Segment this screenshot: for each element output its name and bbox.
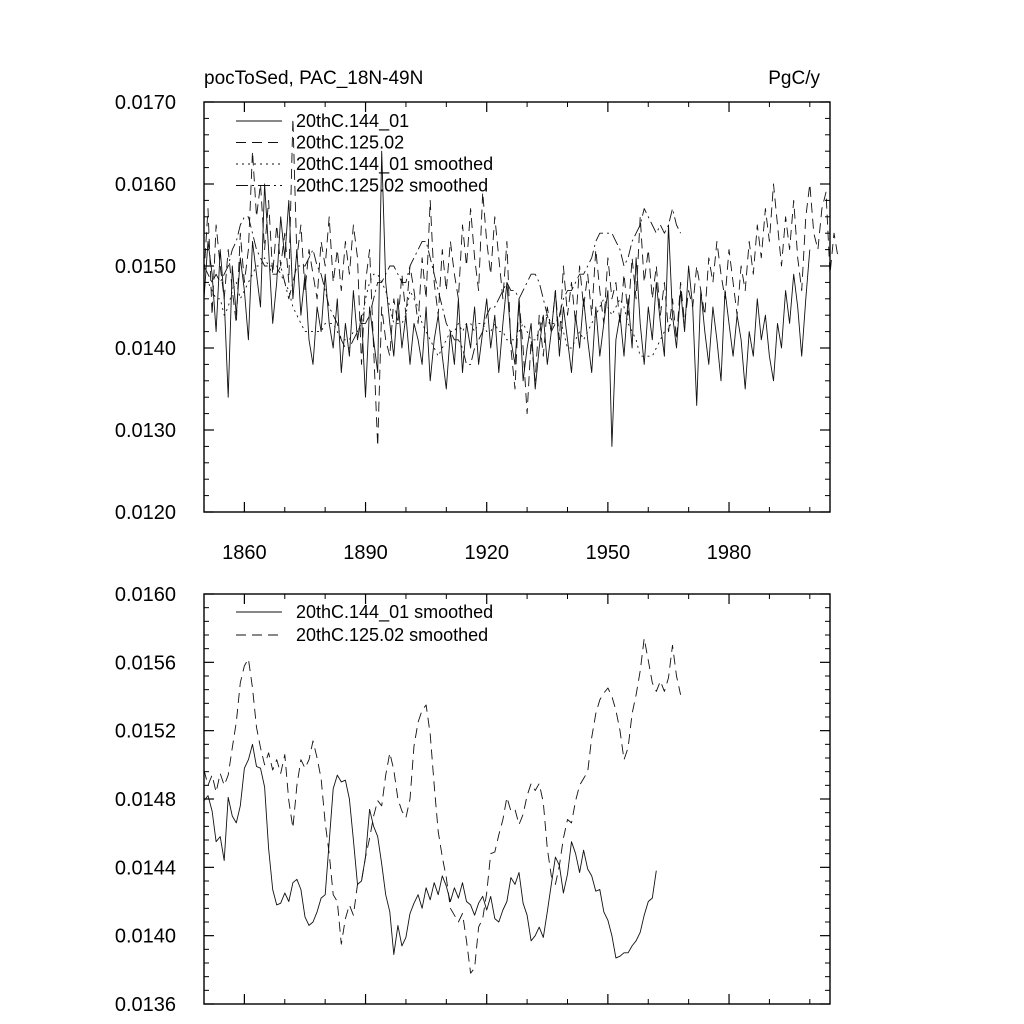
legend-label-4: 20thC.125.02 smoothed <box>296 176 488 196</box>
y-tick-label: 0.0156 <box>115 652 176 674</box>
bottom-panel: 0.0136 0.0140 0.0144 0.0148 0.0152 0.0156 0.01… <box>115 584 831 1016</box>
y-tick-label: 0.0160 <box>115 584 176 606</box>
x-tick-label: 1890 <box>343 542 388 564</box>
bottom-series-layer <box>203 637 682 974</box>
bottom-axes-layer: 0.0136 0.0140 0.0144 0.0148 0.0152 0.0156 0.01… <box>115 584 830 1016</box>
top-plot-frame <box>203 101 831 513</box>
y-tick-label: 0.0136 <box>115 994 176 1016</box>
series-line-2 <box>203 117 839 447</box>
legend-label-1: 20thC.144_01 <box>296 111 409 132</box>
y-tick-label: 0.0160 <box>115 174 176 196</box>
y-tick-label: 0.0170 <box>115 92 176 114</box>
top-panel-title: pocToSed, PAC_18N-49N <box>204 68 423 89</box>
y-tick-label: 0.0130 <box>115 420 176 442</box>
y-tick-label: 0.0152 <box>115 721 176 743</box>
series-line-1 <box>203 743 657 959</box>
legend-label-1: 20thC.144_01 smoothed <box>296 602 493 623</box>
x-tick-label: 1980 <box>707 542 752 564</box>
series-line-3 <box>204 257 673 357</box>
y-tick-label: 0.0150 <box>115 256 176 278</box>
top-panel: pocToSed, PAC_18N-49N PgC/y 0.0120 0.0130… <box>115 68 839 564</box>
y-tick-label: 0.0144 <box>115 857 176 879</box>
top-panel-units-label: PgC/y <box>768 68 820 89</box>
series-line-2 <box>203 637 682 974</box>
top-series-layer <box>203 117 839 447</box>
bottom-plot-frame <box>203 593 831 1005</box>
y-tick-label: 0.0148 <box>115 789 176 811</box>
x-tick-label: 1920 <box>464 542 509 564</box>
top-axes-layer: 0.0120 0.0130 0.0140 0.0150 0.0160 0.0170 1860… <box>115 92 830 564</box>
legend-label-2: 20thC.125.02 smoothed <box>296 625 488 645</box>
legend-label-2: 20thC.125.02 <box>296 133 404 153</box>
y-tick-label: 0.0140 <box>115 338 176 360</box>
y-tick-label: 0.0140 <box>115 926 176 948</box>
x-tick-label: 1950 <box>586 542 631 564</box>
legend-label-3: 20thC.144_01 smoothed <box>296 154 493 175</box>
series-line-4 <box>203 208 682 365</box>
y-tick-label: 0.0120 <box>115 502 176 524</box>
x-tick-label: 1860 <box>222 542 267 564</box>
